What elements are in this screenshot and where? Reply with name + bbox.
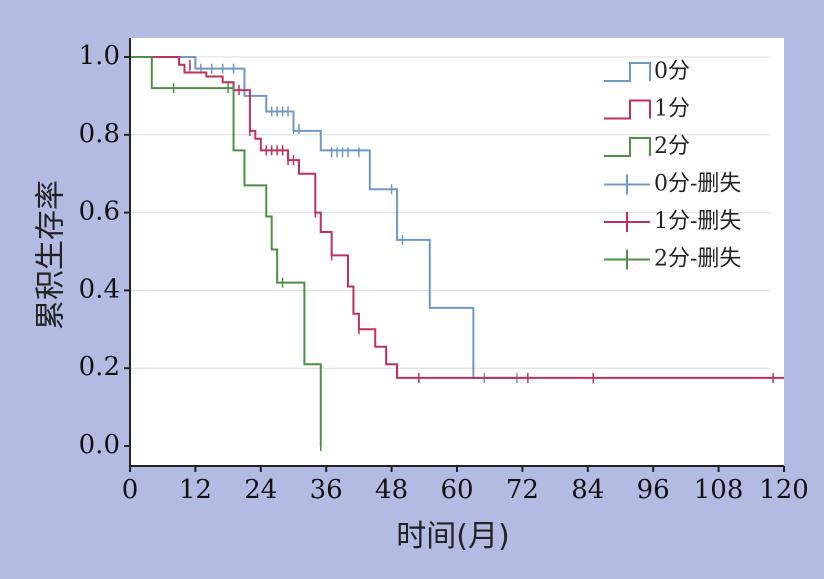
x-tick-label-3: 36 <box>310 475 343 505</box>
legend-swatch-0 <box>604 62 651 82</box>
x-tick-label-2: 24 <box>244 475 277 505</box>
legend-swatch-2 <box>604 137 651 157</box>
y-tick-label-1: 0.2 <box>79 352 120 382</box>
series-layer <box>130 56 784 451</box>
x-tick-label-5: 60 <box>440 475 473 505</box>
x-tick-label-4: 48 <box>375 475 408 505</box>
legend-label-1: 1分 <box>654 97 690 122</box>
y-tick-label-0: 0.0 <box>79 430 120 460</box>
grid <box>130 56 770 369</box>
x-axis-title: 时间(月) <box>396 519 509 554</box>
legend: 0分 1分 2分 0分-删失 1分-删失 2分-删失 <box>604 59 741 272</box>
legend-label-3: 0分-删失 <box>654 172 741 197</box>
legend-swatch-1 <box>604 99 651 120</box>
axes: 0.0 0.2 0.4 0.6 0.8 1.0 0 12 24 36 48 60 72 84 96 108 12… <box>79 38 809 505</box>
y-tick-label-4: 0.8 <box>79 119 120 149</box>
y-tick-label-5: 1.0 <box>79 41 120 71</box>
legend-label-0: 0分 <box>654 59 690 84</box>
x-tick-label-9: 108 <box>694 475 744 505</box>
legend-label-2: 2分 <box>654 134 690 159</box>
y-axis-title: 累积生存率 <box>34 180 69 330</box>
plot-background <box>130 38 784 466</box>
x-tick-label-8: 96 <box>637 475 670 505</box>
x-tick-label-6: 72 <box>506 475 539 505</box>
series-line-0 <box>130 56 523 379</box>
legend-label-4: 1分-删失 <box>654 209 741 234</box>
series-line-2 <box>130 56 322 446</box>
x-tick-label-1: 12 <box>179 475 212 505</box>
x-tick-label-7: 84 <box>571 475 604 505</box>
x-tick-label-0: 0 <box>122 475 139 505</box>
series-line-1 <box>130 56 784 379</box>
x-tick-label-10: 120 <box>759 475 809 505</box>
legend-label-5: 2分-删失 <box>654 247 741 272</box>
y-tick-label-2: 0.4 <box>79 274 120 304</box>
y-tick-label-3: 0.6 <box>79 197 120 227</box>
